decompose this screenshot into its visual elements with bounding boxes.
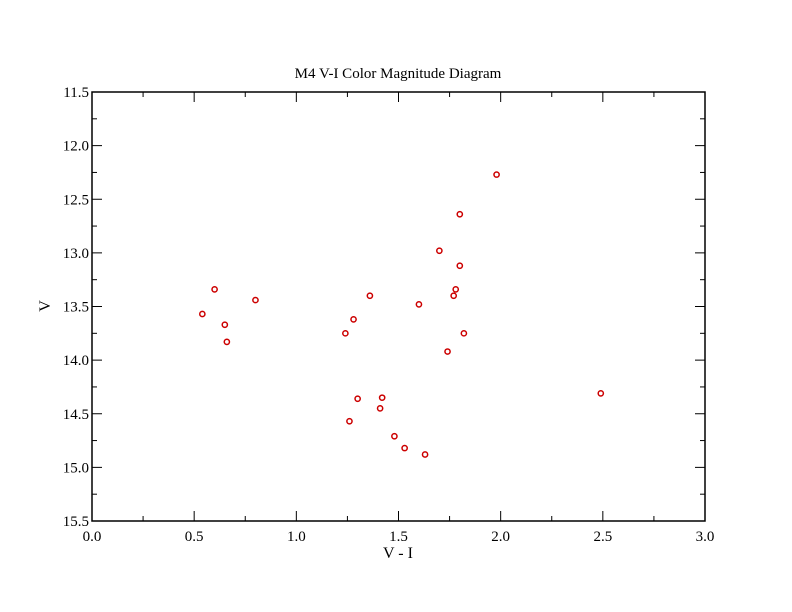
- data-point: [452, 285, 460, 293]
- data-point: [401, 444, 408, 452]
- data-point: [456, 210, 464, 218]
- data-point: [444, 348, 451, 355]
- data-point: [354, 395, 361, 403]
- data-point: [346, 417, 353, 425]
- data-point: [456, 262, 464, 270]
- data-point: [450, 292, 458, 300]
- data-point: [597, 390, 605, 397]
- data-point: [493, 171, 500, 178]
- y-tick-label: 13.5: [63, 300, 89, 316]
- y-tick-label: 13.0: [63, 246, 89, 262]
- data-point: [415, 301, 423, 308]
- x-tick-label: 0.0: [83, 529, 102, 545]
- x-tick-label: 3.0: [696, 529, 715, 545]
- x-tick-label: 0.5: [185, 529, 204, 545]
- x-tick-label: 2.0: [491, 529, 510, 545]
- x-tick-label: 1.0: [287, 529, 306, 545]
- data-point: [366, 292, 374, 300]
- data-point: [421, 451, 429, 458]
- data-point: [376, 405, 384, 412]
- y-tick-label: 12.0: [63, 139, 89, 155]
- data-point: [350, 316, 357, 323]
- ticks-layer: 0.0 0.5 1.0 1.5 2.0 2.5 3.0 11.5 12.0 12.5 13.0 13.…: [63, 85, 715, 545]
- chart-title: M4 V-I Color Magnitude Diagram: [295, 66, 502, 82]
- y-axis-label: V: [37, 300, 54, 312]
- x-axis-label: V - I: [383, 545, 413, 562]
- data-point: [342, 329, 349, 337]
- data-point: [252, 296, 259, 304]
- data-point: [460, 329, 468, 337]
- data-point: [211, 285, 218, 293]
- x-tick-label: 1.5: [389, 529, 408, 545]
- x-tick-label: 2.5: [593, 529, 612, 545]
- y-tick-label: 11.5: [63, 85, 89, 101]
- plot-area-frame: [91, 91, 706, 522]
- y-tick-label: 12.5: [63, 192, 89, 208]
- y-tick-label: 14.0: [63, 353, 89, 369]
- data-point: [223, 338, 231, 346]
- y-tick-label: 15.0: [63, 460, 89, 476]
- points-layer: [198, 171, 605, 458]
- data-point: [221, 321, 229, 329]
- data-point: [198, 310, 206, 318]
- data-point: [436, 247, 443, 255]
- data-point: [391, 432, 398, 440]
- data-point: [378, 394, 386, 402]
- y-tick-label: 14.5: [63, 407, 89, 423]
- y-tick-label: 15.5: [63, 514, 89, 530]
